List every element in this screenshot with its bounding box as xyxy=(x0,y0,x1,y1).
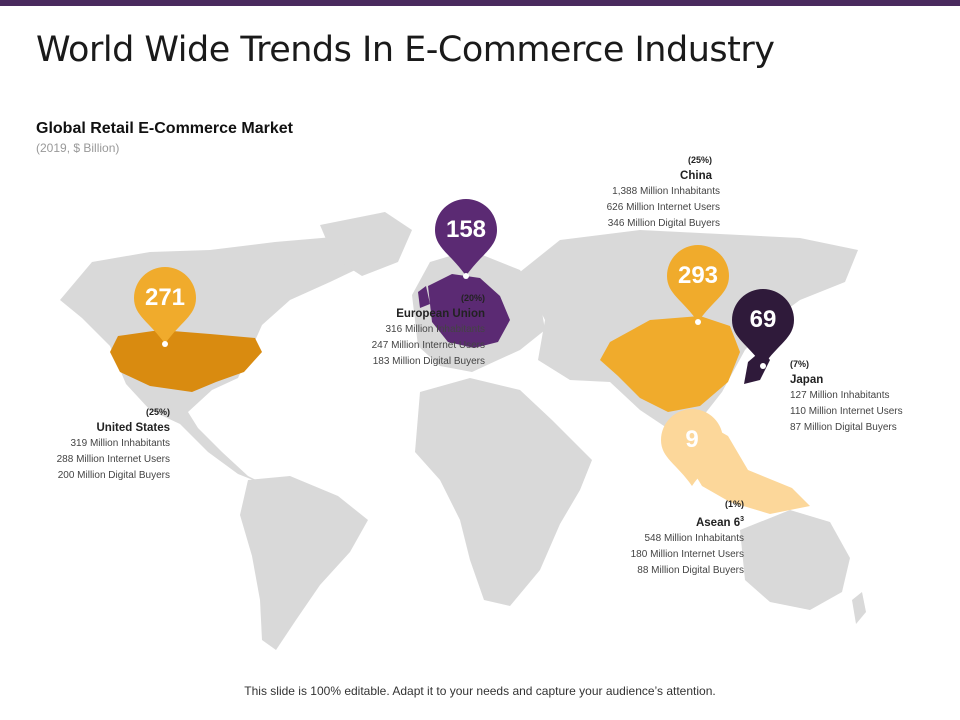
japan-pin xyxy=(732,289,794,369)
us-inhabitants: 319 Million Inhabitants xyxy=(70,438,170,449)
south-america-landmass xyxy=(240,476,368,650)
japan-digital-buyers: 87 Million Digital Buyers xyxy=(790,422,897,433)
market-title: Global Retail E-Commerce Market xyxy=(36,120,293,137)
japan-value: 69 xyxy=(749,306,777,333)
asean-inhabitants: 548 Million Inhabitants xyxy=(644,532,744,544)
eu-inhabitants: 316 Million Inhabitants xyxy=(385,324,485,335)
china-info-block: (25%) China 1,388 Million Inhabitants 62… xyxy=(580,152,720,232)
footer-note: This slide is 100% editable. Adapt it to… xyxy=(244,684,716,698)
us-share: (25%) xyxy=(145,407,170,417)
us-value: 271 xyxy=(144,284,186,311)
us-pin xyxy=(134,267,196,347)
us-name: United States xyxy=(96,422,171,434)
united-states-region xyxy=(110,330,262,392)
market-note: (2019, $ Billion) xyxy=(36,141,120,155)
eu-internet-users: 247 Million Internet Users xyxy=(371,340,485,351)
eu-name: European Union xyxy=(396,308,485,320)
asean-share: (1%) xyxy=(724,499,744,509)
us-digital-buyers: 200 Million Digital Buyers xyxy=(57,470,170,481)
eu-digital-buyers: 183 Million Digital Buyers xyxy=(372,356,485,367)
asean-name-text: Asean 6 xyxy=(695,516,741,529)
eu-value: 158 xyxy=(445,216,487,243)
china-region xyxy=(600,316,740,412)
china-pin xyxy=(667,245,729,325)
africa-landmass xyxy=(415,378,592,606)
eu-pin xyxy=(435,198,497,279)
japan-info-block: (7%) Japan 127 Million Inhabitants 110 M… xyxy=(790,356,940,436)
asean-digital-buyers: 88 Million Digital Buyers xyxy=(637,564,744,576)
asean-value: 9 xyxy=(685,426,699,453)
asean-internet-users: 180 Million Internet Users xyxy=(630,548,744,560)
asean-info-block: (1%) Asean 63 548 Million Inhabitants 18… xyxy=(604,496,744,579)
greenland-landmass xyxy=(320,212,412,276)
china-share: (25%) xyxy=(687,155,712,165)
european-union-region xyxy=(428,274,510,348)
new-zealand-landmass xyxy=(852,592,866,624)
eu-info-block: (20%) European Union 316 Million Inhabit… xyxy=(345,290,485,370)
japan-name: Japan xyxy=(790,374,824,386)
australia-landmass xyxy=(740,510,850,610)
japan-share: (7%) xyxy=(790,359,810,369)
us-info-block: (25%) United States 319 Million Inhabita… xyxy=(30,404,170,484)
eu-share: (20%) xyxy=(460,293,485,303)
china-digital-buyers: 346 Million Digital Buyers xyxy=(607,218,720,229)
asean-pin xyxy=(661,409,723,486)
japan-inhabitants: 127 Million Inhabitants xyxy=(790,390,890,401)
us-internet-users: 288 Million Internet Users xyxy=(56,454,170,465)
japan-internet-users: 110 Million Internet Users xyxy=(790,406,903,417)
asean-name: Asean 63 xyxy=(695,516,744,529)
page-title: World Wide Trends In E-Commerce Industry xyxy=(36,30,775,70)
china-name: China xyxy=(680,170,712,182)
uk-region xyxy=(418,286,430,308)
china-inhabitants: 1,388 Million Inhabitants xyxy=(612,186,720,197)
china-internet-users: 626 Million Internet Users xyxy=(606,202,720,213)
china-value: 293 xyxy=(677,262,719,289)
top-accent-bar xyxy=(0,0,960,6)
